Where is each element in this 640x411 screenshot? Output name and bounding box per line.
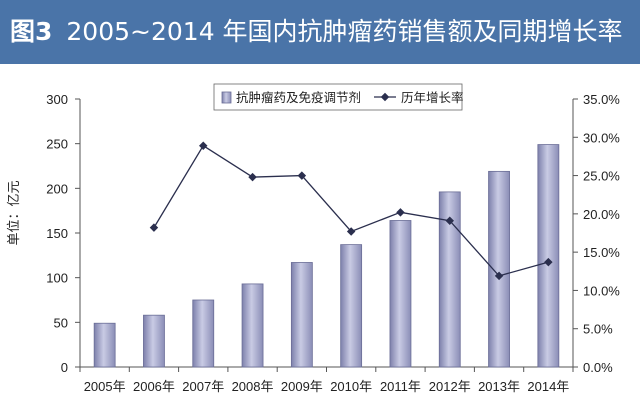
- bar: [537, 144, 560, 368]
- x-tick-label: 2007年: [182, 379, 224, 394]
- chart: 0 50 100 150 200 250 300 0.0% 5.0% 10.0% 15.0% 20.0…: [7, 83, 620, 394]
- growth-point: [248, 172, 257, 182]
- chart-header: 图3 2005~2014 年国内抗肿瘤药销售额及同期增长率: [0, 0, 640, 64]
- x-tick-label: 2009年: [281, 379, 323, 394]
- growth-point: [199, 141, 208, 150]
- growth-point: [445, 216, 454, 225]
- bar: [340, 244, 363, 368]
- bar: [93, 322, 116, 368]
- growth-point: [396, 208, 405, 217]
- x-tick-label: 2013年: [478, 379, 520, 394]
- left-tick-label: 250: [46, 137, 68, 152]
- y-axis-label: 单位：亿元: [7, 180, 22, 245]
- x-tick-label: 2014年: [527, 379, 569, 394]
- left-tick-label: 0: [61, 360, 68, 375]
- right-tick-label: 0.0%: [583, 360, 613, 375]
- right-tick-label: 20.0%: [583, 207, 620, 222]
- bar: [192, 299, 215, 368]
- x-tick-label: 2006年: [133, 379, 175, 394]
- right-tick-label: 10.0%: [583, 283, 620, 298]
- growth-point: [544, 257, 553, 267]
- legend-line-label: 历年增长率: [401, 90, 464, 105]
- left-tick-label: 150: [46, 226, 68, 241]
- growth-point: [149, 223, 159, 232]
- left-tick-label: 300: [46, 92, 68, 107]
- legend-bar-swatch: [221, 91, 232, 104]
- tick-labels: 0 50 100 150 200 250 300 0.0% 5.0% 10.0% 15.0% 20.0…: [7, 92, 620, 394]
- bar: [488, 170, 510, 368]
- title-text: 2005~2014 年国内抗肿瘤药销售额及同期增长率: [66, 17, 623, 46]
- figure-label: 图3: [10, 17, 53, 46]
- left-tick-label: 200: [46, 181, 68, 196]
- growth-line: [149, 141, 553, 281]
- left-tick-label: 100: [46, 271, 68, 286]
- growth-point: [297, 171, 307, 180]
- x-tick-label: 2008年: [232, 379, 274, 394]
- x-tick-label: 2010年: [330, 379, 372, 394]
- x-tick-label: 2012年: [429, 379, 471, 394]
- bars: [93, 144, 560, 368]
- legend-line-marker: [380, 92, 390, 102]
- bar: [438, 191, 461, 368]
- right-tick-label: 35.0%: [583, 92, 620, 107]
- bar: [389, 220, 412, 368]
- growth-point: [494, 271, 504, 281]
- growth-point: [346, 227, 356, 236]
- bar: [241, 283, 264, 368]
- chart-title: 图3 2005~2014 年国内抗肿瘤药销售额及同期增长率: [10, 14, 623, 50]
- left-tick-label: 50: [54, 315, 68, 330]
- right-tick-label: 5.0%: [583, 322, 613, 337]
- right-tick-label: 25.0%: [583, 169, 620, 184]
- right-tick-label: 15.0%: [583, 245, 620, 260]
- bar: [143, 314, 165, 368]
- legend: 抗肿瘤药及免疫调节剂 历年增长率: [213, 83, 464, 111]
- bar: [290, 262, 313, 368]
- legend-bar-label: 抗肿瘤药及免疫调节剂: [236, 90, 361, 105]
- x-tick-label: 2005年: [84, 379, 126, 394]
- right-tick-label: 30.0%: [583, 130, 620, 145]
- x-tick-label: 2011年: [380, 379, 421, 394]
- legend-box: [213, 83, 463, 111]
